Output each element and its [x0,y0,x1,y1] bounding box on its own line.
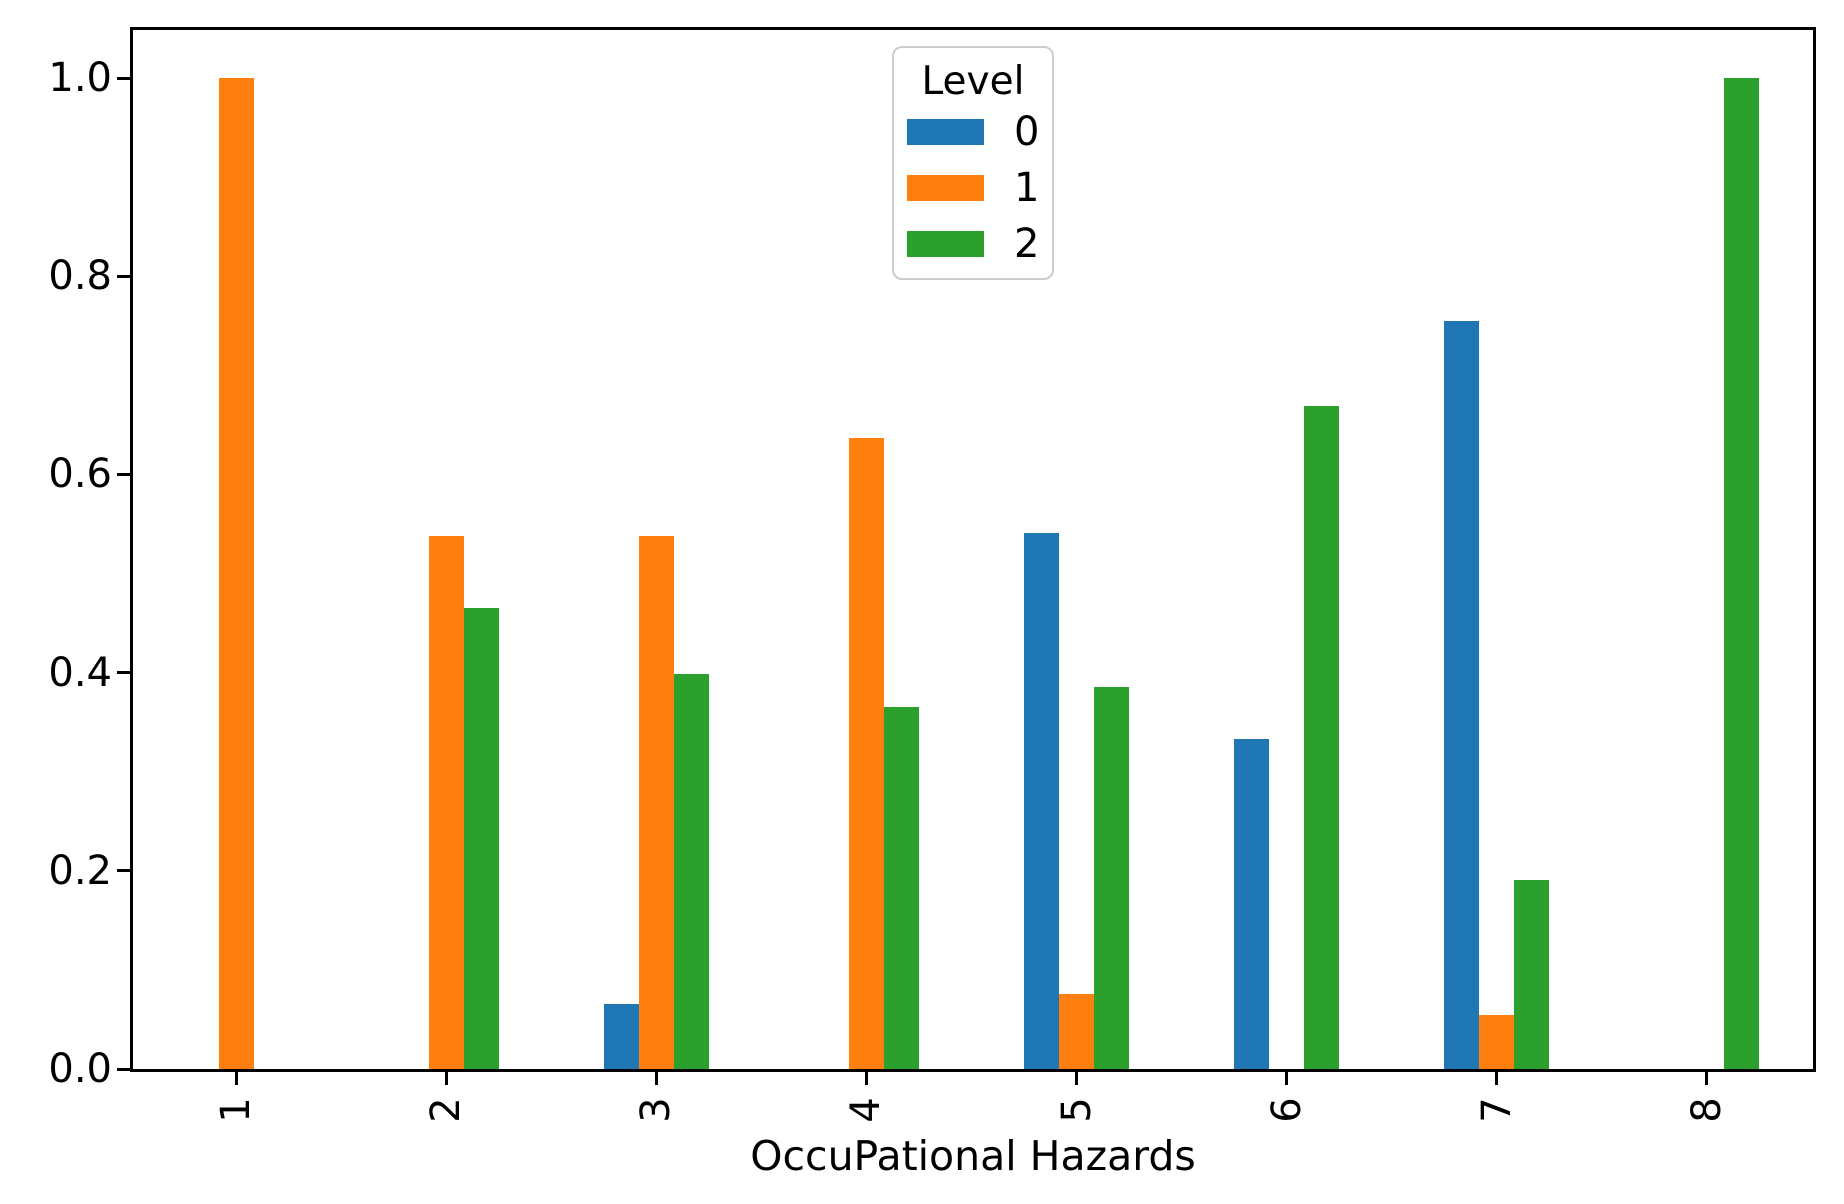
bar-x3-level0 [603,1004,639,1069]
legend-row-level-0: 0 [894,104,1052,160]
x-tick-label: 4 [843,1097,890,1123]
y-tick-label: 0.4 [48,649,112,696]
y-tick [117,76,130,80]
y-tick-label: 0.8 [48,253,112,300]
bar-x1-level1 [218,78,254,1069]
x-tick [234,1072,238,1085]
bar-x6-level2 [1304,406,1340,1069]
x-tick-label: 8 [1683,1097,1730,1123]
bar-x7-level2 [1514,880,1550,1069]
legend-label: 0 [1014,109,1040,155]
bar-x5-level1 [1059,994,1095,1069]
legend-swatch-level-1 [907,175,984,201]
bar-x2-level2 [463,608,499,1069]
x-tick [1705,1072,1709,1085]
x-tick [654,1072,658,1085]
x-tick [1075,1072,1079,1085]
bar-x4-level1 [848,438,884,1069]
x-tick-label: 6 [1263,1097,1310,1123]
x-tick-label: 2 [423,1097,470,1123]
legend-label: 1 [1014,165,1040,211]
x-tick-label: 1 [213,1097,259,1123]
bar-x2-level1 [428,536,464,1069]
x-tick [444,1072,448,1085]
bar-x5-level0 [1024,533,1060,1069]
x-axis-label: OccuPational Hazards [750,1132,1196,1180]
x-tick [1495,1072,1499,1085]
legend: Level 0 1 2 [892,46,1054,280]
x-tick-label: 7 [1473,1097,1520,1123]
bar-x3-level2 [673,674,709,1069]
legend-swatch-level-2 [907,231,984,257]
y-tick [117,472,130,476]
y-tick-label: 0.2 [48,847,112,894]
bar-x6-level0 [1234,739,1270,1069]
legend-row-level-1: 1 [894,160,1052,216]
y-tick [117,274,130,278]
legend-title: Level [921,59,1025,104]
legend-row-level-2: 2 [894,216,1052,272]
y-tick-label: 0.0 [48,1046,112,1092]
legend-swatch-level-0 [907,119,984,145]
y-tick-label: 0.6 [48,451,112,498]
x-tick-label: 5 [1053,1097,1100,1123]
bar-x5-level2 [1094,687,1130,1069]
x-tick-label: 3 [633,1097,680,1123]
y-tick-label: 1.0 [48,55,112,101]
bar-x8-level2 [1724,78,1760,1069]
plot-inner [133,30,1813,1069]
legend-label: 2 [1014,221,1040,267]
x-tick [1285,1072,1289,1085]
bar-x7-level0 [1444,321,1480,1069]
bar-x4-level2 [883,707,919,1069]
y-tick [117,671,130,675]
bar-x7-level1 [1479,1015,1515,1069]
y-tick [117,1067,130,1071]
bar-x3-level1 [638,536,674,1069]
legend-rows: 0 1 2 [894,104,1052,272]
x-tick [864,1072,868,1085]
y-tick [117,869,130,873]
